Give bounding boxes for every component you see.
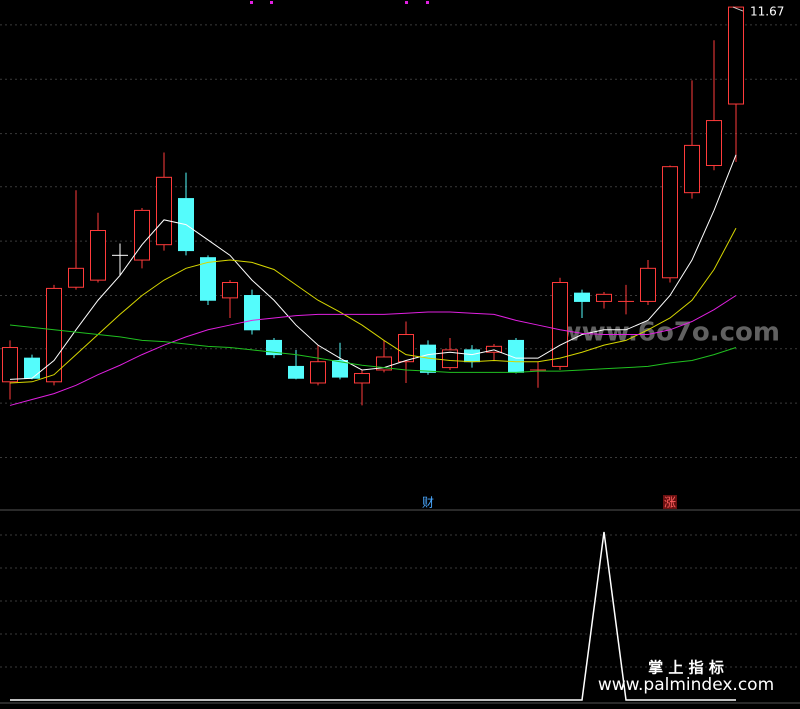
candle-body <box>90 229 106 281</box>
candle-body <box>552 282 568 367</box>
dot <box>270 1 273 4</box>
moving-average <box>9 324 737 373</box>
candle-body <box>332 360 348 378</box>
watermark: www.6o7o.com <box>558 318 780 348</box>
watermark-name: 掌 上 指 标 <box>648 659 724 677</box>
candle-body <box>24 357 40 379</box>
lower-grid <box>0 534 800 668</box>
moving-average <box>9 295 737 406</box>
candle-body <box>574 292 590 302</box>
annotation: 涨 <box>664 495 676 510</box>
candle-body <box>2 347 18 383</box>
candle-body <box>288 365 304 379</box>
candle-body <box>684 144 700 194</box>
moving-average <box>9 227 737 384</box>
candle-body <box>442 349 458 369</box>
candle-body <box>596 293 612 302</box>
candle-body <box>156 176 172 246</box>
marks: 11.67 财 涨 <box>0 5 800 704</box>
candle-body <box>728 6 744 105</box>
dot <box>250 1 253 4</box>
last-price-label: 11.67 <box>750 5 784 19</box>
candle-body <box>662 166 678 279</box>
grid <box>0 24 800 458</box>
moving-average <box>9 154 737 380</box>
candle-body <box>354 373 370 384</box>
candle-body <box>486 345 502 353</box>
candle-body <box>68 267 84 288</box>
top-dots <box>250 1 429 4</box>
candle-body <box>464 349 480 363</box>
candle-body <box>640 267 656 302</box>
candle-body <box>310 361 326 384</box>
dot <box>405 1 408 4</box>
candle-body <box>706 120 722 166</box>
candle-body <box>244 295 260 331</box>
annotation-box <box>663 495 677 509</box>
watermark-url: www.palmindex.com <box>598 675 774 695</box>
candle-body <box>46 287 62 383</box>
indicator-line <box>10 531 736 701</box>
candle-body <box>398 334 414 363</box>
price-pointer <box>732 6 744 12</box>
candle-body <box>266 339 282 356</box>
candle-body <box>222 282 238 299</box>
candle-body <box>134 209 150 261</box>
candle-body <box>200 257 216 301</box>
annotation: 财 <box>422 496 434 510</box>
dot <box>426 1 429 4</box>
